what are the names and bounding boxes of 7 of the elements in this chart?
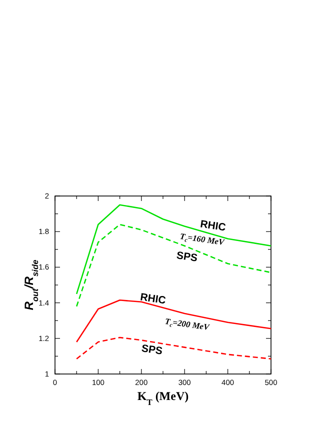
x-axis-title: K$_{T}$ (MeV) [137,389,189,406]
annotation: SPS [140,342,164,358]
annotation: SPS [176,249,198,264]
annotation: T$_{c}$=200 MeV [164,316,212,332]
line-series [76,336,272,360]
annotation: RHIC [139,291,167,307]
line-series [76,204,272,295]
